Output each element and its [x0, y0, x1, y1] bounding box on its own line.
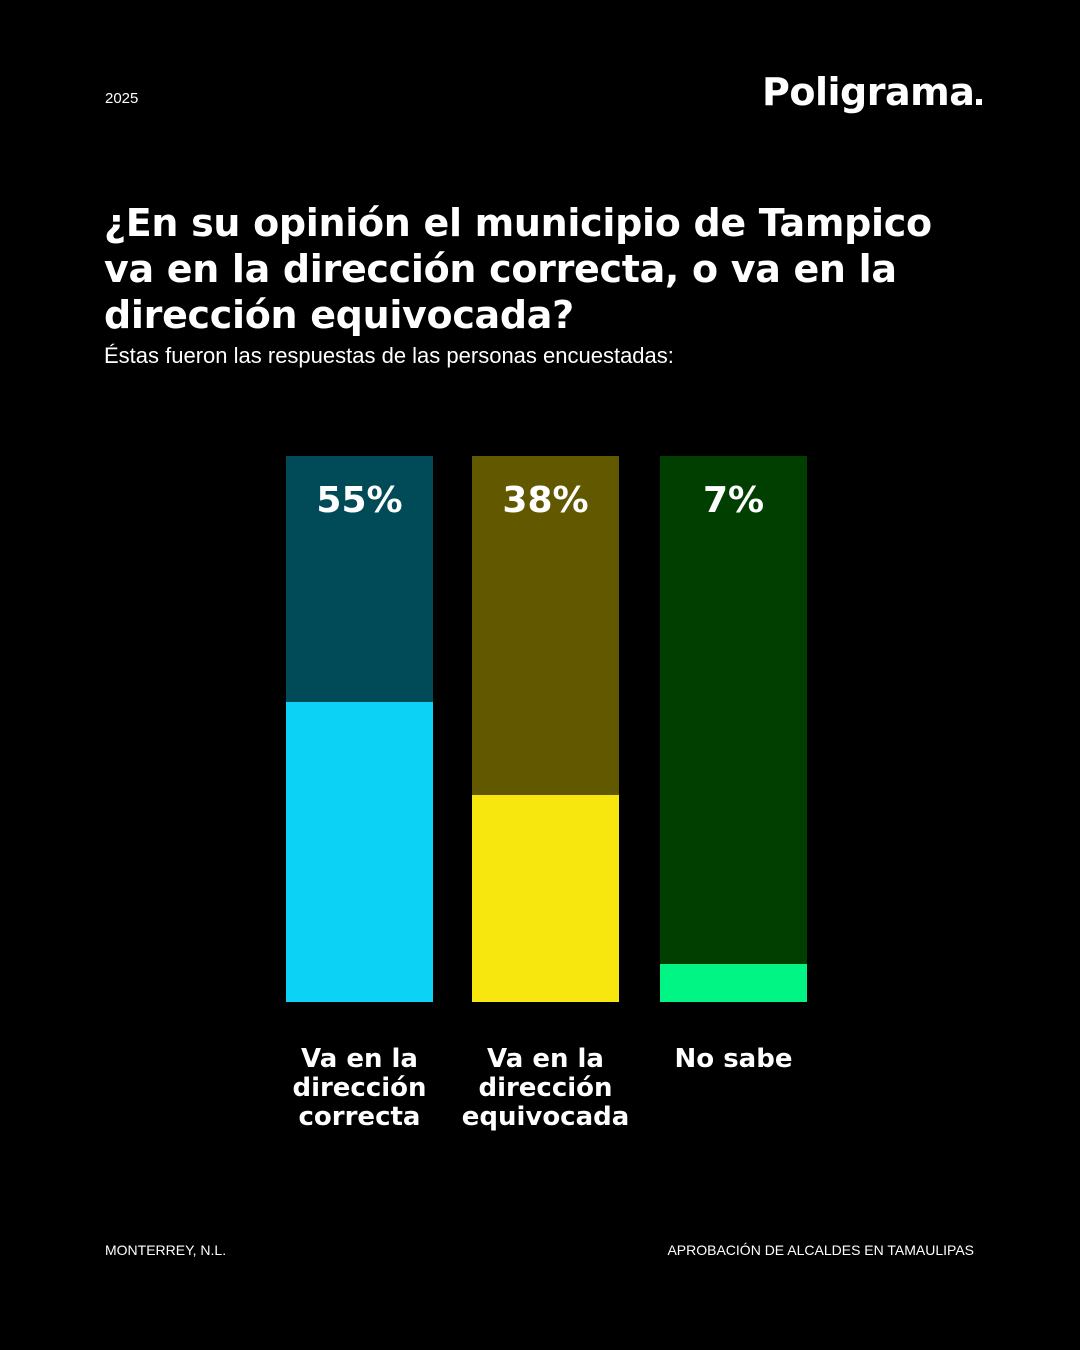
bar-track	[660, 456, 807, 1002]
chart-title: ¿En su opinión el municipio de Tampico v…	[104, 201, 932, 337]
footer-location: MONTERREY, N.L.	[105, 1242, 227, 1258]
data-label: 38%	[502, 480, 589, 521]
year-label: 2025	[105, 90, 139, 107]
chart-subtitle: Éstas fueron las respuestas de las perso…	[104, 343, 674, 368]
category-label: Va en la dirección correcta	[292, 1044, 427, 1132]
bar-fill	[660, 963, 807, 1002]
bar-fill	[286, 701, 433, 1002]
category-label: No sabe	[674, 1044, 793, 1074]
bar-track	[472, 456, 619, 1002]
bar-fill	[472, 794, 619, 1002]
bar-track	[286, 456, 433, 1002]
footer-series: APROBACIÓN DE ALCALDES EN TAMAULIPAS	[667, 1242, 974, 1258]
category-label: Va en la dirección equivocada	[461, 1044, 630, 1132]
brand-name: Poligrama	[762, 70, 975, 114]
logo-dot	[976, 99, 983, 105]
brand-logo: Poligrama	[762, 70, 983, 114]
data-label: 7%	[702, 480, 765, 521]
data-label: 55%	[316, 480, 403, 521]
